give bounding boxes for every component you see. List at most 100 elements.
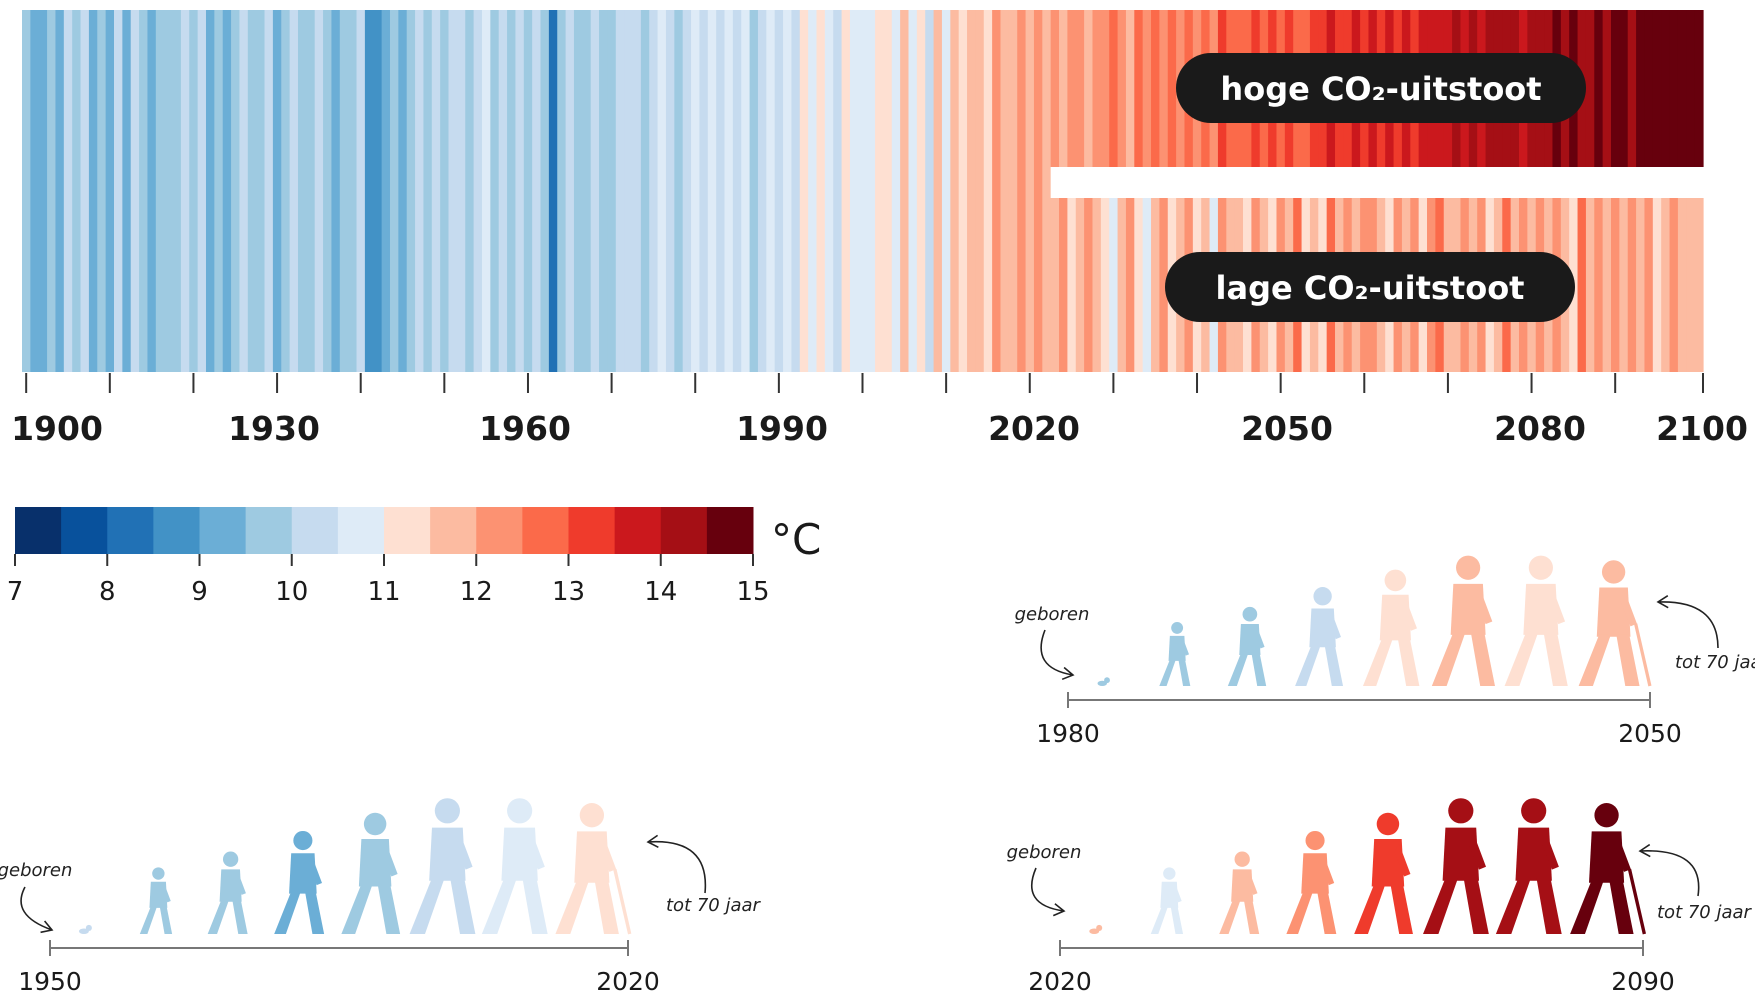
historical-stripe-1940 [356,10,366,372]
historical-stripe-1914 [139,10,149,372]
high-emission-stripe-2098 [1677,10,1687,167]
year-label-1900: 1900 [11,409,103,448]
low-emission-stripe-2100 [1694,198,1704,372]
high-emission-stripe-2026 [1075,10,1085,167]
historical-stripe-1947 [415,10,425,372]
historical-stripe-1934 [306,10,316,372]
life-1950-2020-figure-0 [78,924,92,934]
life-2020-2090-end-label: tot 70 jaar [1657,902,1753,923]
historical-stripe-1926 [239,10,249,372]
life-2020-2090-figure-3-head [1305,830,1325,851]
life-1950-2020-figure-6-head [507,798,533,824]
life-1950-2020-figure-3-head [293,830,313,851]
historical-stripe-1918 [172,10,182,372]
life-1980-2050-figure-0-body [1097,680,1108,686]
colorbar-label-7: 7 [7,577,24,607]
high-emission-stripe-2094 [1644,10,1654,167]
historical-stripe-1996 [824,10,834,372]
historical-stripe-1987 [749,10,759,372]
historical-stripe-1938 [339,10,349,372]
low-emission-stripe-2095 [1652,198,1662,372]
historical-stripe-1921 [197,10,207,372]
year-label-1990: 1990 [736,409,828,448]
historical-stripe-1979 [682,10,692,372]
historical-stripe-1920 [189,10,199,372]
life-1980-2050-born-label: geboren [1015,604,1090,625]
life-1950-2020-figure-7-head [579,803,605,828]
life-2020-2090-figure-1 [1150,867,1184,934]
badge-low-emission-text: lage CO₂-uitstoot [1216,269,1525,307]
colorbar-unit: °C [771,515,821,564]
life-1980-2050: 1980 2050 geboren tot 70 jaar [1015,555,1755,748]
colorbar-label-9: 9 [191,577,208,607]
badge-high-emission: hoge CO₂-uitstoot [1176,53,1586,123]
high-emission-stripe-2089 [1602,10,1612,167]
life-1950-2020-end-year: 2020 [596,967,660,995]
historical-stripe-2019 [1017,10,1027,372]
low-emission-stripe-2035 [1151,198,1160,372]
historical-stripe-1942 [373,10,383,372]
historical-stripe-1935 [314,10,324,372]
historical-stripe-1990 [774,10,784,372]
low-emission-stripe-2091 [1619,198,1629,372]
low-emission-stripe-2033 [1134,198,1144,372]
historical-stripe-1932 [289,10,299,372]
historical-stripe-1943 [381,10,391,372]
colorbar-label-11: 11 [367,577,400,607]
low-emission-stripe-2034 [1142,198,1152,372]
historical-stripe-1959 [515,10,525,372]
historical-stripe-1993 [799,10,809,372]
life-2020-2090-figure-7 [1570,803,1647,935]
historical-stripe-1948 [423,10,433,372]
high-emission-stripe-2097 [1669,10,1679,167]
life-1980-2050-end-year: 2050 [1618,719,1682,748]
life-1980-2050-figure-7-cane [1634,623,1652,687]
high-emission-stripe-2035 [1151,10,1160,167]
scenario-labels: hoge CO₂-uitstoot lage CO₂-uitstoot [1165,53,1586,322]
colorbar-segment-5 [245,507,293,554]
life-1950-2020-figure-6 [481,798,548,934]
high-emission-stripe-2099 [1686,10,1696,167]
historical-stripe-1989 [766,10,776,372]
historical-stripe-1968 [590,10,600,372]
colorbar-segment-7 [337,507,385,554]
life-1950-2020-figure-4-head [363,812,387,836]
year-label-2020: 2020 [988,409,1080,448]
historical-stripe-1999 [849,10,859,372]
historical-stripe-1919 [180,10,190,372]
colorbar-segment-14 [660,507,708,554]
historical-stripe-1901 [30,10,40,372]
life-1980-2050-figure-7 [1578,560,1652,687]
historical-stripe-2003 [883,10,893,372]
historical-stripe-1982 [707,10,717,372]
high-emission-stripe-2033 [1134,10,1144,167]
historical-stripe-1902 [38,10,48,372]
low-emission-stripe-2092 [1627,198,1637,372]
historical-stripe-1958 [507,10,517,372]
life-1980-2050-figure-5 [1431,555,1496,686]
colorbar-label-8: 8 [99,577,116,607]
high-emission-stripe-2025 [1067,10,1077,167]
badge-high-emission-pill [1176,53,1586,123]
historical-stripe-1956 [490,10,500,372]
historical-stripe-1997 [833,10,843,372]
low-emission-stripe-2025 [1067,198,1077,372]
historical-stripe-2010 [941,10,951,372]
historical-stripe-1978 [674,10,684,372]
life-2020-2090-figure-4 [1354,812,1413,934]
life-1980-2050-figure-7-head [1601,560,1626,584]
life-1980-2050-figure-1 [1159,621,1191,686]
life-1980-2050-figure-4-head [1384,569,1407,592]
colorbar-segment-4 [199,507,247,554]
historical-stripe-2020 [1025,10,1035,372]
life-1950-2020-figure-5 [409,798,476,934]
historical-stripe-1924 [222,10,232,372]
year-label-1960: 1960 [479,409,571,448]
historical-stripe-1960 [523,10,533,372]
historical-stripe-1945 [398,10,408,372]
life-2020-2090-figure-0-body [1089,928,1100,934]
life-2020-2090-figure-5-head [1448,798,1474,824]
historical-stripe-1950 [440,10,450,372]
life-1980-2050-figure-2-head [1242,606,1258,622]
life-2020-2090-figure-7-cane [1627,868,1647,935]
